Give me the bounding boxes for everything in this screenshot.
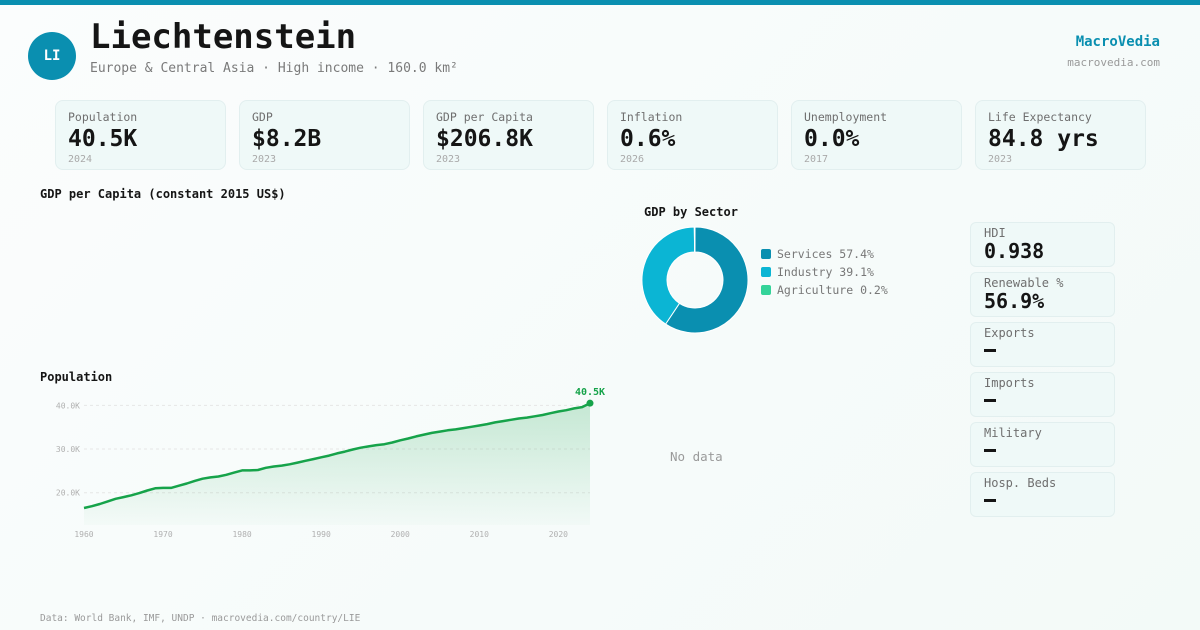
- kpi-card-unemployment: Unemployment 0.0% 2017: [791, 100, 962, 170]
- kpi-card-population: Population 40.5K 2024: [55, 100, 226, 170]
- kpi-value: 0.6%: [620, 126, 676, 152]
- legend-swatch-industry: [761, 267, 771, 277]
- side-stats: HDI 0.938 Renewable % 56.9% Exports Impo…: [970, 222, 1115, 522]
- kpi-row: Population 40.5K 2024 GDP $8.2B 2023 GDP…: [55, 100, 1146, 170]
- page-title: Liechtenstein: [90, 17, 357, 57]
- kpi-value: $206.8K: [436, 126, 533, 152]
- legend-item-agriculture: Agriculture 0.2%: [761, 281, 888, 299]
- kpi-year: 2026: [620, 154, 645, 165]
- kpi-label: Unemployment: [804, 110, 888, 124]
- legend-swatch-services: [761, 249, 771, 259]
- brand-logo[interactable]: MacroVedia: [1075, 34, 1160, 50]
- legend-item-industry: Industry 39.1%: [761, 263, 888, 281]
- no-value-dash: [984, 449, 996, 452]
- no-value-dash: [984, 499, 996, 502]
- y-tick-label: 30.0K: [56, 445, 80, 454]
- population-last-label: 40.5K: [575, 388, 605, 398]
- kpi-card-life-expectancy: Life Expectancy 84.8 yrs 2023: [975, 100, 1146, 170]
- x-tick-label: 1970: [153, 530, 172, 539]
- stat-label: Exports: [984, 326, 1035, 340]
- legend-label: Services 57.4%: [777, 247, 874, 261]
- stat-card-imports: Imports: [970, 372, 1115, 417]
- x-tick-label: 2020: [549, 530, 568, 539]
- stat-value: 56.9%: [984, 289, 1045, 313]
- kpi-card-gdp: GDP $8.2B 2023: [239, 100, 410, 170]
- kpi-year: 2024: [68, 154, 93, 165]
- population-area-fill: [84, 403, 590, 525]
- x-tick-label: 1990: [312, 530, 331, 539]
- avatar-initials: LI: [43, 48, 61, 64]
- y-tick-label: 40.0K: [56, 401, 80, 410]
- stat-label: Imports: [984, 376, 1035, 390]
- top-accent-bar: [0, 0, 1200, 5]
- legend-label: Industry 39.1%: [777, 265, 874, 279]
- kpi-card-gdp-per-capita: GDP per Capita $206.8K 2023: [423, 100, 594, 170]
- stat-label: Military: [984, 426, 1042, 440]
- sector-legend: Services 57.4% Industry 39.1% Agricultur…: [761, 245, 888, 299]
- kpi-label: Life Expectancy: [988, 110, 1092, 124]
- gdp-per-capita-title: GDP per Capita (constant 2015 US$): [40, 187, 286, 201]
- stat-label: Hosp. Beds: [984, 476, 1057, 490]
- country-avatar: LI: [28, 32, 76, 80]
- stat-label: HDI: [984, 226, 1006, 240]
- kpi-label: Inflation: [620, 110, 683, 124]
- legend-swatch-agriculture: [761, 285, 771, 295]
- x-tick-label: 1980: [232, 530, 251, 539]
- kpi-label: GDP: [252, 110, 273, 124]
- kpi-value: $8.2B: [252, 126, 322, 152]
- kpi-label: GDP per Capita: [436, 110, 533, 124]
- stat-card-military: Military: [970, 422, 1115, 467]
- population-chart-title: Population: [40, 370, 113, 384]
- kpi-year: 2023: [436, 154, 461, 165]
- sector-chart-title: GDP by Sector: [644, 205, 738, 219]
- stat-card-exports: Exports: [970, 322, 1115, 367]
- population-line: [83, 402, 591, 510]
- brand-url[interactable]: macrovedia.com: [1067, 56, 1160, 69]
- no-value-dash: [984, 399, 996, 402]
- no-value-dash: [984, 349, 996, 352]
- kpi-label: Population: [68, 110, 138, 124]
- donut-slice-services: [664, 226, 749, 334]
- donut-slice-industry: [641, 226, 696, 325]
- stat-card-hospital-beds: Hosp. Beds: [970, 472, 1115, 517]
- kpi-value: 84.8 yrs: [988, 126, 1099, 152]
- legend-item-services: Services 57.4%: [761, 245, 888, 263]
- no-data-placeholder: No data: [670, 449, 723, 464]
- x-tick-label: 2010: [470, 530, 489, 539]
- kpi-value: 0.0%: [804, 126, 860, 152]
- donut-slice-agriculture: [693, 226, 696, 253]
- sector-donut-chart: [641, 226, 749, 334]
- stat-value: 0.938: [984, 239, 1045, 263]
- kpi-year: 2023: [252, 154, 277, 165]
- stat-card-hdi: HDI 0.938: [970, 222, 1115, 267]
- population-last-point: [586, 399, 594, 407]
- kpi-year: 2023: [988, 154, 1013, 165]
- population-area-chart: 20.0K 30.0K 40.0K 1960 1970 1980 1990 2000 2010…: [56, 388, 605, 539]
- country-subtitle: Europe & Central Asia · High income · 16…: [90, 61, 458, 76]
- kpi-year: 2017: [804, 154, 829, 165]
- kpi-card-inflation: Inflation 0.6% 2026: [607, 100, 778, 170]
- stat-label: Renewable %: [984, 276, 1064, 290]
- y-tick-label: 20.0K: [56, 489, 80, 498]
- stat-card-renewable: Renewable % 56.9%: [970, 272, 1115, 317]
- kpi-value: 40.5K: [68, 126, 138, 152]
- x-tick-label: 2000: [391, 530, 410, 539]
- x-tick-label: 1960: [74, 530, 93, 539]
- legend-label: Agriculture 0.2%: [777, 283, 888, 297]
- data-source-footer: Data: World Bank, IMF, UNDP · macrovedia…: [40, 613, 361, 624]
